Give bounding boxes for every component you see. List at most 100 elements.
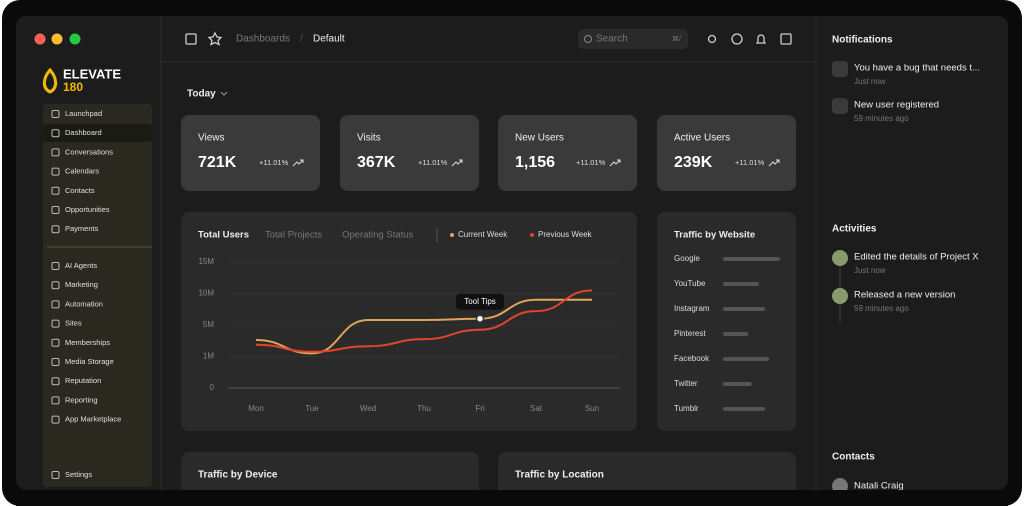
y-tick-label: 5M bbox=[203, 320, 214, 329]
menu-item[interactable]: AI Agents bbox=[65, 261, 97, 270]
menu-icon bbox=[51, 225, 60, 234]
menu-icon bbox=[51, 338, 60, 347]
x-tick-label: Fri bbox=[475, 404, 485, 413]
site-label: Instagram bbox=[674, 304, 710, 313]
card-title: Traffic by Website bbox=[674, 230, 755, 241]
stat-value: 1,156 bbox=[515, 154, 555, 171]
site-bar bbox=[723, 332, 749, 336]
period[interactable]: Today bbox=[187, 89, 216, 100]
stat-value: 239K bbox=[674, 154, 713, 171]
menu-item[interactable]: Payments bbox=[65, 224, 99, 233]
menu-item[interactable]: Calendars bbox=[65, 167, 99, 176]
feed-icon bbox=[832, 98, 848, 114]
stat-label: Views bbox=[198, 133, 225, 144]
logo bbox=[42, 67, 58, 94]
stat-value: 367K bbox=[357, 154, 396, 171]
site-bar bbox=[723, 257, 780, 261]
chart-tab[interactable]: Total Users bbox=[198, 230, 249, 241]
y-tick-label: 1M bbox=[203, 352, 214, 361]
trend-icon bbox=[609, 159, 621, 167]
menu-item[interactable]: Sites bbox=[65, 319, 82, 328]
stat-change: +11.01% bbox=[576, 158, 606, 167]
menu-item[interactable]: Settings bbox=[65, 470, 92, 479]
menu-item[interactable]: Media Storage bbox=[65, 357, 114, 366]
stat-change: +11.01% bbox=[735, 158, 765, 167]
stat-change: +11.01% bbox=[259, 158, 289, 167]
panel-title: Traffic by Device bbox=[198, 470, 278, 481]
caret bbox=[220, 91, 228, 96]
panel bbox=[181, 452, 479, 502]
stat-card bbox=[498, 115, 637, 191]
feed-time: 59 minutes ago bbox=[854, 114, 909, 123]
y-tick-label: 15M bbox=[198, 257, 214, 266]
contact-name[interactable]: Natali Craig bbox=[854, 481, 904, 492]
x-tick-label: Mon bbox=[248, 404, 264, 413]
menu-item[interactable]: Memberships bbox=[65, 338, 110, 347]
toolbar-icons bbox=[185, 31, 792, 46]
breadcrumb[interactable]: Dashboards bbox=[236, 34, 290, 45]
menu-item[interactable]: Contacts bbox=[65, 186, 95, 195]
site-label: Facebook bbox=[674, 354, 710, 363]
site-bar bbox=[723, 282, 759, 286]
menu-item[interactable]: Marketing bbox=[65, 280, 98, 289]
site-label: Tumblr bbox=[674, 404, 699, 413]
brand: ELEVATE bbox=[63, 66, 121, 81]
menu-icon bbox=[51, 206, 60, 214]
minimize[interactable] bbox=[51, 33, 63, 45]
menu-item[interactable]: Conversations bbox=[65, 147, 113, 156]
site-bar bbox=[723, 307, 765, 311]
feed-text: New user registered bbox=[854, 100, 939, 111]
site-bar bbox=[723, 382, 752, 386]
chart-card bbox=[181, 212, 637, 431]
stat-value: 721K bbox=[198, 154, 237, 171]
site-label: YouTube bbox=[674, 279, 706, 288]
menu-icon bbox=[51, 300, 60, 309]
menu-icon bbox=[51, 167, 60, 176]
legend-dot bbox=[450, 233, 454, 237]
menu-item[interactable]: Reporting bbox=[65, 395, 98, 404]
section-title: Activities bbox=[832, 224, 877, 235]
chart-tab[interactable]: Total Projects bbox=[265, 230, 322, 241]
y-tick-label: 10M bbox=[198, 289, 214, 298]
tooltip bbox=[456, 293, 504, 310]
menu-icon bbox=[51, 415, 60, 424]
menu-icon bbox=[51, 110, 60, 118]
panel-title: Traffic by Location bbox=[515, 470, 604, 481]
site-bar bbox=[723, 357, 770, 361]
menu-item[interactable]: Dashboard bbox=[65, 128, 102, 137]
line-series bbox=[255, 289, 593, 353]
breadcrumb[interactable]: Default bbox=[313, 34, 345, 45]
x-tick-label: Sun bbox=[585, 404, 599, 413]
legend-label: Previous Week bbox=[538, 230, 593, 239]
search-box[interactable] bbox=[578, 29, 688, 49]
site-label: Twitter bbox=[674, 379, 698, 388]
menu-icon bbox=[51, 377, 60, 386]
menu-icon bbox=[51, 129, 60, 138]
menu-item[interactable]: Reputation bbox=[65, 376, 101, 385]
site-label: Google bbox=[674, 254, 700, 263]
feed-text: Edited the details of Project X bbox=[854, 252, 979, 263]
y-tick-label: 0 bbox=[210, 383, 215, 392]
close[interactable] bbox=[34, 33, 46, 45]
menu-icon bbox=[51, 186, 60, 195]
site-bar bbox=[723, 407, 765, 411]
breadcrumb-sep: / bbox=[300, 34, 303, 45]
maximize[interactable] bbox=[69, 33, 81, 45]
menu-item[interactable]: Launchpad bbox=[65, 109, 102, 118]
stat-change: +11.01% bbox=[418, 158, 448, 167]
menu-item[interactable]: Opportunities bbox=[65, 205, 110, 214]
feed-text: Released a new version bbox=[854, 290, 955, 301]
legend-label: Current Week bbox=[458, 230, 508, 239]
trend-icon bbox=[768, 159, 780, 167]
menu-item[interactable]: App Marketplace bbox=[65, 415, 121, 424]
site-label: Pinterest bbox=[674, 329, 706, 338]
feed-time: Just now bbox=[854, 77, 886, 86]
menu-icon bbox=[51, 396, 60, 405]
trend-icon bbox=[451, 159, 463, 167]
website-card bbox=[657, 212, 796, 431]
frame-bottom bbox=[16, 490, 1008, 506]
x-tick-label: Thu bbox=[417, 404, 431, 413]
chart-tab[interactable]: Operating Status bbox=[342, 230, 414, 241]
menu-item[interactable]: Automation bbox=[65, 299, 103, 308]
